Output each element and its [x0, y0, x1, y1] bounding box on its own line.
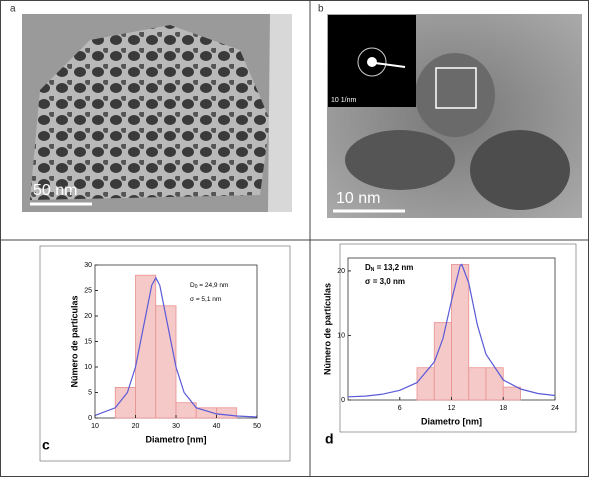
y-axis-title: Número de partículas	[69, 295, 79, 387]
annotation: D0 = 24,9 nm	[190, 282, 228, 291]
annotation: σ = 5,1 nm	[190, 296, 221, 303]
y-tick-label: 20	[337, 268, 345, 275]
x-tick-label: 20	[132, 423, 140, 430]
y-tick-label: 25	[84, 287, 92, 294]
diffraction-ring	[357, 47, 387, 77]
beam-stop	[374, 62, 406, 68]
inset-scale: 10 1/nm	[331, 97, 356, 104]
bar	[175, 402, 197, 419]
annotation-subscript: 0	[195, 284, 198, 290]
bar	[485, 367, 504, 401]
particle	[345, 130, 455, 190]
x-tick-label: 24	[551, 405, 559, 412]
x-tick-label: 30	[172, 423, 180, 430]
diffraction-spot	[367, 57, 377, 67]
annotation-symbol: D	[365, 263, 371, 272]
y-tick-label: 10	[84, 364, 92, 371]
annotation-text: = 13,2 nm	[374, 263, 413, 272]
y-tick-label: 10	[337, 332, 345, 339]
x-tick-label: 6	[398, 405, 402, 412]
y-tick-label: 20	[84, 313, 92, 320]
x-tick-label: 18	[499, 405, 507, 412]
particle	[415, 53, 495, 137]
bar	[433, 322, 452, 401]
bar	[451, 264, 470, 401]
chart-frame	[39, 245, 291, 462]
annotation-text: = 5,1 nm	[194, 296, 221, 303]
panel-label: d	[325, 431, 334, 447]
scale-label: 10 nm	[336, 190, 380, 207]
particle	[470, 130, 570, 210]
y-tick-label: 15	[84, 338, 92, 345]
y-tick-label: 0	[88, 415, 92, 422]
panel-label: b	[318, 4, 324, 15]
x-axis-title: Diametro [nm]	[421, 416, 482, 426]
fit-curve	[347, 263, 556, 398]
tem-image	[268, 14, 292, 212]
annotation-symbol: σ	[190, 296, 194, 303]
chart-frame	[339, 243, 577, 433]
annotation: σ = 3,0 nm	[365, 277, 405, 286]
x-tick-label: 40	[213, 423, 221, 430]
fit-curve	[94, 276, 258, 418]
annotation-text: = 3,0 nm	[370, 277, 404, 286]
annotation-symbol: D	[190, 282, 195, 289]
y-axis-title: Número de partículas	[322, 283, 332, 375]
bar	[468, 367, 487, 401]
panel-label: c	[42, 437, 50, 453]
x-axis-title: Diametro [nm]	[145, 434, 206, 444]
x-tick-label: 10	[91, 423, 99, 430]
bar	[502, 386, 521, 401]
annotation: DN = 13,2 nm	[365, 263, 413, 273]
panel-label: a	[10, 4, 16, 15]
annotation-text: = 24,9 nm	[197, 282, 228, 289]
selection-box	[435, 67, 477, 109]
y-tick-label: 30	[84, 262, 92, 269]
bar	[216, 407, 238, 419]
bar	[114, 386, 136, 419]
x-tick-label: 50	[253, 423, 261, 430]
y-tick-label: 0	[341, 397, 345, 404]
particles	[30, 25, 270, 200]
bar	[155, 305, 177, 419]
bar	[135, 274, 157, 419]
annotation-symbol: σ	[365, 277, 371, 286]
scale-label: 50 nm	[33, 182, 77, 199]
x-tick-label: 12	[448, 405, 456, 412]
annotation-subscript: N	[371, 267, 375, 273]
y-tick-label: 5	[88, 389, 92, 396]
